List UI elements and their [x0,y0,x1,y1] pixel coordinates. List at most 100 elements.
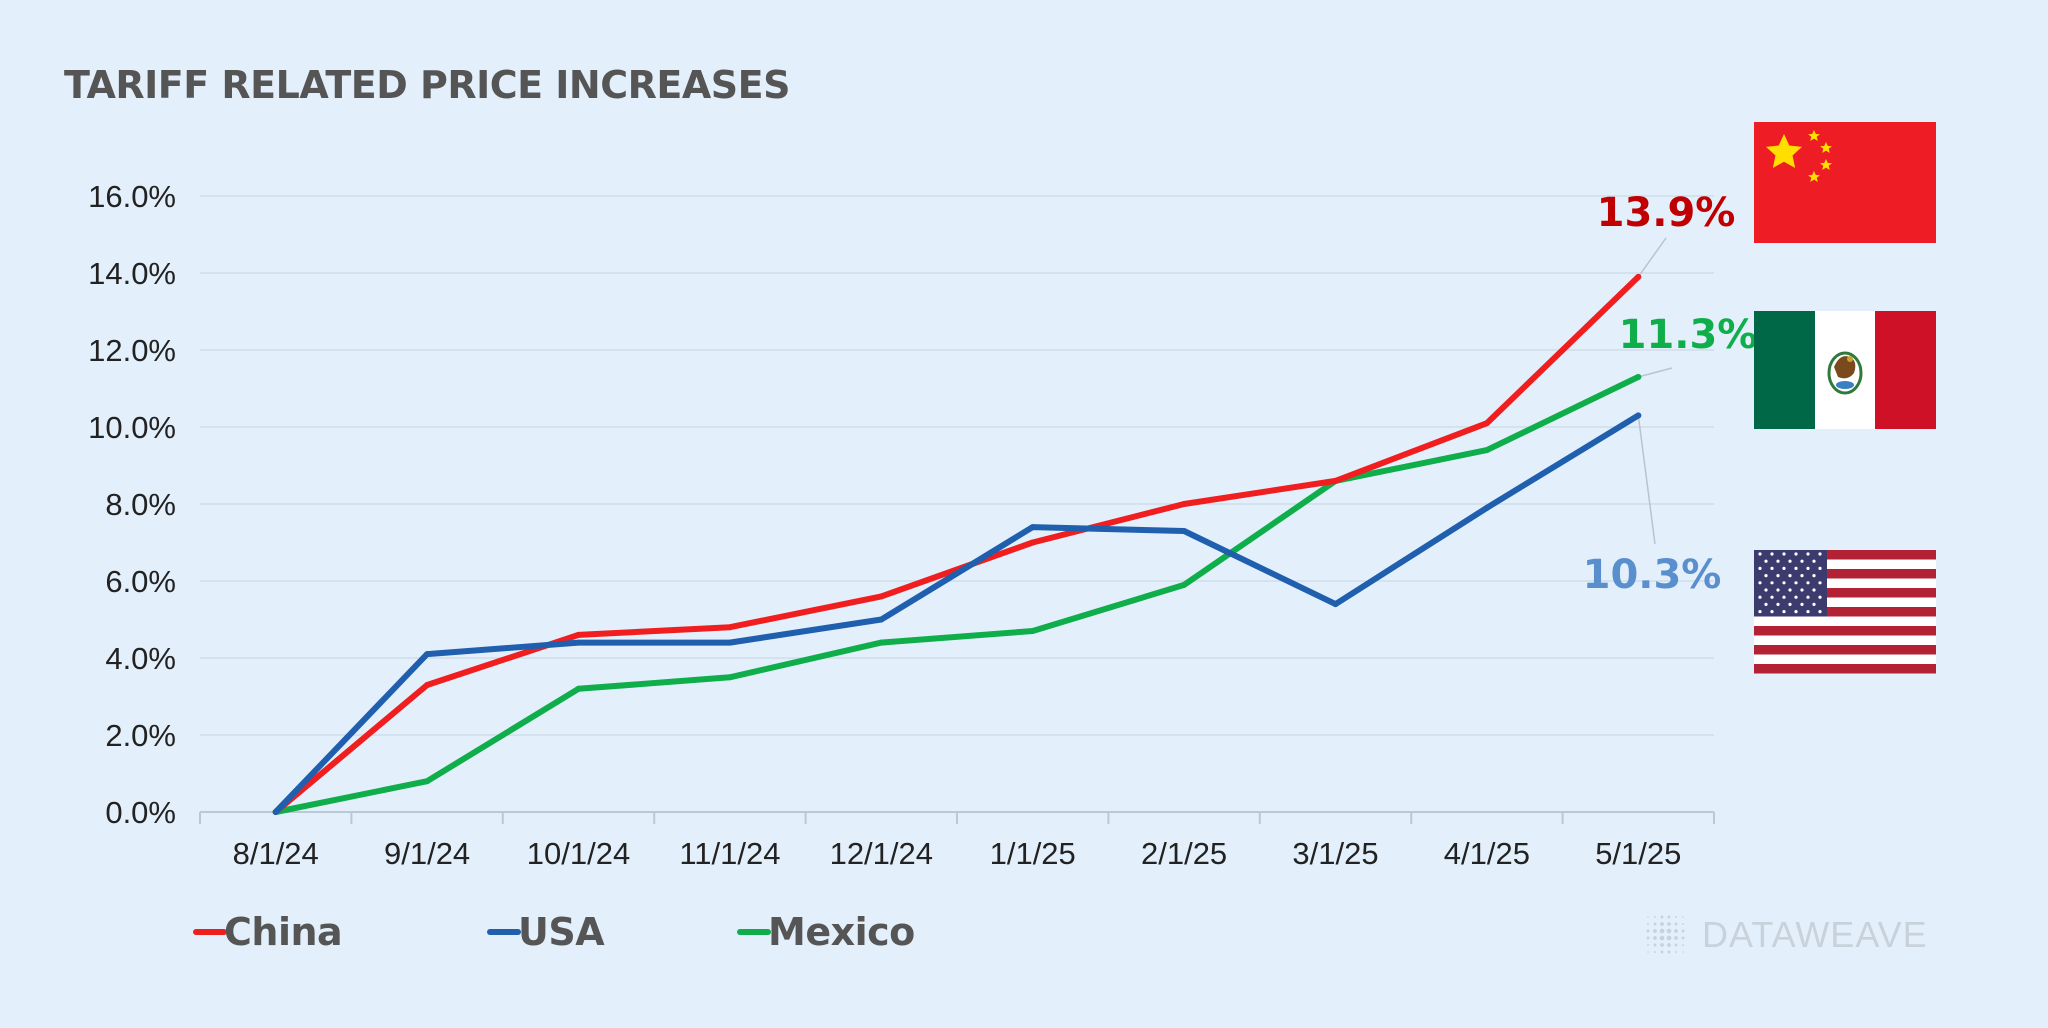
flag-star [1788,602,1792,606]
flag-star [1806,566,1810,570]
flag-star [1818,610,1822,614]
flag-star [1770,552,1774,556]
flag-star [1818,581,1822,585]
logo-dot [1681,929,1685,933]
small-star-icon [1808,130,1820,141]
x-tick-label: 4/1/25 [1444,836,1530,871]
legend-item-china[interactable]: China [193,910,343,954]
x-tick-label: 3/1/25 [1292,836,1378,871]
data-point-mexico [878,639,885,646]
data-point-mexico [1029,628,1036,635]
flag-star [1812,574,1816,578]
legend-item-mexico[interactable]: Mexico [737,910,915,954]
end-label-mexico: 11.3% [1619,312,1758,358]
small-star-icon [1820,159,1832,170]
logo-dot [1681,936,1685,940]
flag-star [1764,602,1768,606]
flag-star [1818,566,1822,570]
flag-star [1788,588,1792,592]
flag-star [1812,588,1816,592]
flag-star [1806,610,1810,614]
leader-line-china [1637,237,1667,278]
logo-dot [1666,935,1672,941]
y-tick-label: 2.0% [105,718,176,753]
data-point-china [1483,420,1490,427]
gridlines [199,195,1715,824]
logo-dot [1653,943,1657,947]
end-label-china: 13.9% [1597,190,1736,236]
flag-star [1764,588,1768,592]
series-line-mexico [272,373,1642,815]
legend: China USA Mexico [193,910,915,954]
flag-star [1782,610,1786,614]
logo-dot [1682,951,1684,953]
logo-dot [1682,916,1684,918]
flag-star [1812,602,1816,606]
data-point-usa [424,651,431,658]
data-point-usa [1635,412,1642,419]
data-point-mexico [424,778,431,785]
logo-dot [1647,944,1649,946]
series-line-usa [272,412,1642,815]
x-tick-label: 12/1/24 [830,836,933,871]
flag-star [1794,610,1798,614]
y-tick-label: 12.0% [88,333,176,368]
flag-star [1812,559,1816,563]
flag-star [1806,552,1810,556]
flag-star [1782,566,1786,570]
flag-star [1776,602,1780,606]
small-star-icon [1820,142,1832,153]
logo-dot [1660,922,1664,926]
chart-title: TARIFF RELATED PRICE INCREASES [64,63,790,107]
data-point-china [575,631,582,638]
x-tick-label: 2/1/25 [1141,836,1227,871]
logo-dot [1674,936,1678,940]
flag-star [1794,581,1798,585]
logo-dot [1674,922,1678,926]
data-point-usa [272,809,279,815]
flag-star [1758,552,1762,556]
dot-grid-logo-icon [1646,915,1685,954]
data-point-china [878,593,885,600]
flag-star [1800,588,1804,592]
y-tick-label: 6.0% [105,564,176,599]
flag-star [1764,574,1768,578]
flag-star [1758,610,1762,614]
data-point-usa [1181,527,1188,534]
x-tick-label: 5/1/25 [1595,836,1681,871]
flag-star [1770,610,1774,614]
flag-star [1776,574,1780,578]
flag-star [1788,559,1792,563]
logo-dot [1653,922,1657,926]
flag-star [1788,574,1792,578]
flag-star [1758,595,1762,599]
legend-item-usa[interactable]: USA [487,910,606,954]
mexico-flag [1754,311,1936,429]
large-star-icon [1766,134,1802,168]
logo-dot [1654,916,1656,918]
end-label-leaders [1637,237,1673,545]
data-point-china [1181,501,1188,507]
data-point-mexico [1483,447,1490,454]
logo-dot [1667,922,1671,926]
flag-star [1794,595,1798,599]
flag-star [1794,552,1798,556]
logo-dot [1667,915,1671,919]
flag-star [1806,581,1810,585]
china-flag [1754,122,1936,243]
legend-label-mexico: Mexico [768,910,915,954]
logo-dot [1646,929,1650,933]
data-point-china [1332,477,1339,484]
series-lines [272,273,1642,815]
flag-star [1782,595,1786,599]
data-point-usa [1332,601,1339,608]
data-point-mexico [1635,373,1642,380]
flag-star [1800,574,1804,578]
y-tick-label: 14.0% [88,256,176,291]
y-tick-label: 8.0% [105,487,176,522]
y-tick-label: 0.0% [105,795,176,830]
flag-stars [1758,552,1822,614]
flag-star [1818,595,1822,599]
data-point-usa [1029,524,1036,531]
